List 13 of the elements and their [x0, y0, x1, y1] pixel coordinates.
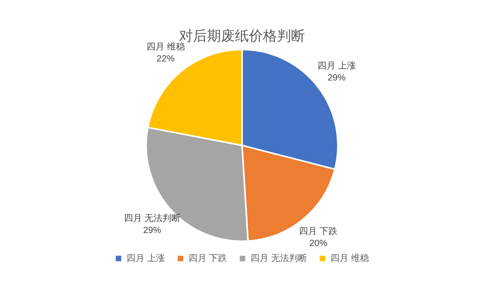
data-label: 29% [143, 225, 162, 236]
data-label: 20% [309, 238, 328, 248]
slice-label: 四月 维稳 [146, 42, 185, 52]
legend-label: 四月 下跌 [188, 252, 228, 263]
slice-label: 四月 下跌 [299, 226, 338, 236]
legend-label: 四月 无法判断 [250, 252, 308, 263]
slice-label: 四月 上涨 [317, 60, 356, 70]
chart-title: 对后期废纸价格判断 [179, 27, 305, 44]
legend-label: 四月 上涨 [126, 252, 166, 263]
slice-label: 四月 无法判断 [124, 213, 180, 224]
data-label: 29% [328, 72, 346, 82]
legend-label: 四月 维稳 [330, 252, 370, 263]
data-label: 22% [156, 54, 175, 64]
